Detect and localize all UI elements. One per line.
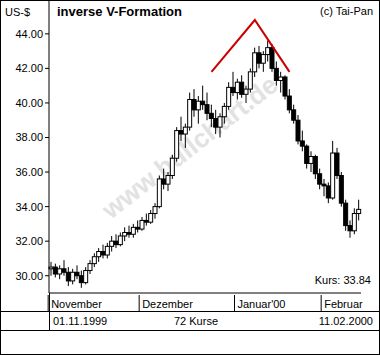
svg-text:30.00: 30.00 [15, 270, 43, 282]
svg-text:42.00: 42.00 [15, 62, 43, 74]
html-text:11.02.2000: 11.02.2000 [318, 315, 373, 327]
svg-text:36.00: 36.00 [15, 166, 43, 178]
svg-text:November: November [51, 298, 102, 310]
svg-text:34.00: 34.00 [15, 201, 43, 213]
html-text:01.11.1999: 01.11.1999 [53, 315, 108, 327]
html-text:US-$: US-$ [5, 6, 31, 18]
svg-text:32.00: 32.00 [15, 235, 43, 247]
html-text:72 Kurse: 72 Kurse [174, 315, 218, 327]
svg-text:Februar: Februar [324, 298, 363, 310]
html-text:inverse V-Formation: inverse V-Formation [57, 4, 182, 19]
html-text:Kurs: 33.84: Kurs: 33.84 [314, 274, 371, 286]
svg-text:44.00: 44.00 [15, 28, 43, 40]
svg-text:Dezember: Dezember [142, 298, 193, 310]
svg-text:40.00: 40.00 [15, 97, 43, 109]
html-text:(c) Tai-Pan: (c) Tai-Pan [320, 5, 373, 17]
html-text:www.bullchart.de: www.bullchart.de [96, 69, 284, 225]
svg-text:Januar'00: Januar'00 [238, 298, 286, 310]
svg-text:38.00: 38.00 [15, 131, 43, 143]
